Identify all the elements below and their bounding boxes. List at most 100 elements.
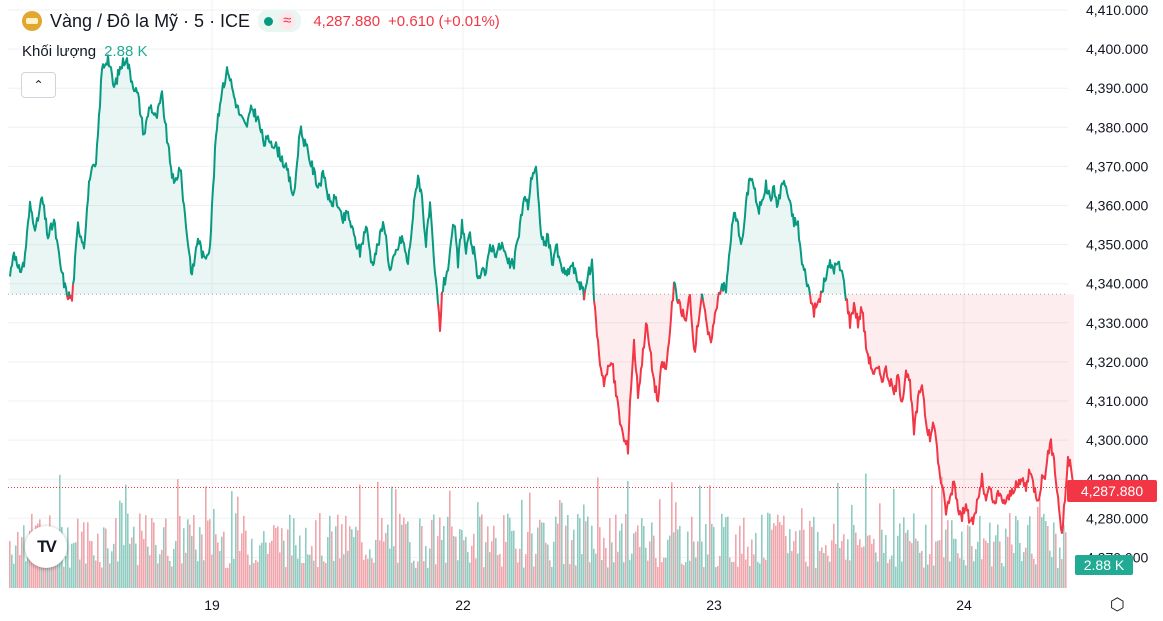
volume-bar [633, 533, 635, 588]
symbol-title[interactable]: Vàng / Đô la Mỹ · 5 · ICE [50, 10, 251, 31]
volume-bar [87, 522, 89, 588]
volume-bar [217, 542, 219, 588]
volume-bar [465, 536, 467, 588]
volume-bar [935, 541, 937, 588]
volume-bar [745, 559, 747, 588]
volume-bar [305, 527, 307, 588]
volume-bar [917, 541, 919, 588]
volume-bar [971, 546, 973, 588]
volume-bar [435, 564, 437, 588]
volume-bar [921, 550, 923, 588]
volume-bar [239, 550, 241, 588]
volume-bar [947, 520, 949, 588]
volume-bar [429, 548, 431, 588]
volume-bar [165, 518, 167, 588]
volume-bar [241, 533, 243, 588]
volume-bar [141, 530, 143, 588]
volume-bar [501, 566, 503, 588]
volume-bar [915, 538, 917, 588]
volume-bar [617, 551, 619, 588]
volume-bar [483, 567, 485, 588]
volume-bar [1021, 561, 1023, 588]
volume-bar [569, 564, 571, 588]
volume-bar [117, 561, 119, 588]
volume-bar [179, 515, 181, 588]
volume-bar [491, 541, 493, 588]
volume-bar [533, 566, 535, 588]
volume-bar [207, 520, 209, 588]
volume-bar [697, 541, 699, 588]
volume-bar [607, 567, 609, 588]
volume-bar [63, 566, 65, 588]
wave-icon: ≈ [279, 12, 296, 30]
volume-bar [265, 542, 267, 588]
volume-bar [1043, 513, 1045, 588]
volume-bar [749, 565, 751, 588]
volume-bar [559, 499, 561, 588]
price-line [9, 196, 68, 297]
volume-bar [73, 542, 75, 588]
volume-bar [881, 529, 883, 588]
volume-bar [1019, 542, 1021, 588]
volume-bar [497, 555, 499, 588]
volume-bar [335, 526, 337, 588]
volume-bar [929, 554, 931, 588]
volume-bar [1045, 521, 1047, 588]
volume-bar [647, 560, 649, 588]
price-line [809, 290, 822, 318]
volume-bar [71, 543, 73, 588]
last-volume-label: 2.88 K [1075, 555, 1133, 575]
volume-bar [1031, 553, 1033, 588]
volume-bar [477, 502, 479, 588]
volume-bar [385, 532, 387, 588]
volume-bar [609, 518, 611, 588]
collapse-legend-button[interactable]: ⌃ [21, 72, 56, 98]
volume-bar [135, 543, 137, 588]
volume-bar [999, 541, 1001, 588]
volume-bar [449, 490, 451, 588]
volume-bar [669, 535, 671, 588]
volume-bar [873, 538, 875, 588]
volume-bar [751, 539, 753, 588]
volume-bar [201, 534, 203, 588]
volume-bar [817, 531, 819, 588]
volume-bar [937, 540, 939, 588]
volume-bar [309, 554, 311, 588]
volume-bar [121, 502, 123, 588]
volume-bar [251, 538, 253, 588]
volume-bar [565, 525, 567, 588]
volume-bar [627, 480, 629, 588]
volume-bar [227, 567, 229, 588]
volume-bar [927, 564, 929, 588]
tradingview-logo[interactable]: TV [25, 526, 67, 568]
volume-bar [255, 560, 257, 588]
volume-bar [189, 524, 191, 588]
volume-bar [339, 558, 341, 588]
volume-bar [941, 476, 943, 588]
volume-bar [233, 558, 235, 588]
market-status[interactable]: ≈ [258, 10, 302, 32]
y-tick-label: 4,380.000 [1086, 119, 1148, 135]
volume-bar [415, 567, 417, 588]
volume-bar [637, 525, 639, 588]
volume-bar [701, 541, 703, 588]
volume-bar [893, 488, 895, 588]
volume-bar [723, 526, 725, 588]
volume-bar [403, 517, 405, 588]
volume-bar [1011, 544, 1013, 588]
volume-bar [991, 566, 993, 588]
volume-bar [253, 563, 255, 588]
time-axis[interactable]: 19 22 23 24 [204, 597, 972, 613]
volume-bar [411, 562, 413, 588]
volume-bar [469, 562, 471, 588]
volume-bar [593, 548, 595, 588]
volume-bar [127, 513, 129, 588]
volume-bar [109, 563, 111, 588]
volume-bar [389, 548, 391, 588]
volume-bar [731, 561, 733, 588]
volume-bar [381, 517, 383, 588]
settings-button[interactable]: ⬡ [1110, 595, 1125, 615]
volume-bar [661, 562, 663, 588]
volume-bar [945, 529, 947, 588]
